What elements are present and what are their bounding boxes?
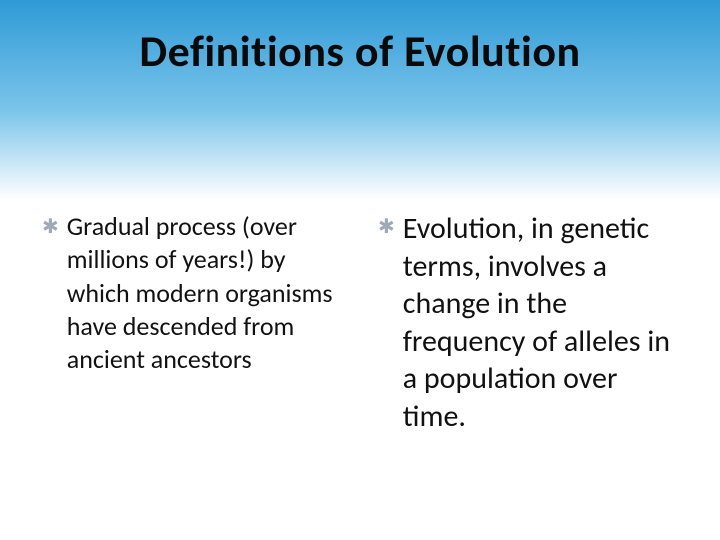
slide: Definitions of Evolution ✱ Gradual proce…	[0, 0, 720, 540]
slide-body: ✱ Gradual process (over millions of year…	[0, 210, 720, 540]
right-column: ✱ Evolution, in genetic terms, involves …	[378, 210, 678, 540]
bullet-text: Evolution, in genetic terms, involves a …	[403, 210, 678, 435]
asterisk-icon: ✱	[378, 210, 395, 240]
left-column: ✱ Gradual process (over millions of year…	[42, 210, 342, 540]
asterisk-icon: ✱	[42, 210, 59, 240]
bullet-item: ✱ Gradual process (over millions of year…	[42, 210, 342, 376]
slide-header: Definitions of Evolution	[0, 0, 720, 200]
bullet-item: ✱ Evolution, in genetic terms, involves …	[378, 210, 678, 435]
bullet-text: Gradual process (over millions of years!…	[67, 210, 342, 376]
slide-title: Definitions of Evolution	[0, 24, 720, 78]
